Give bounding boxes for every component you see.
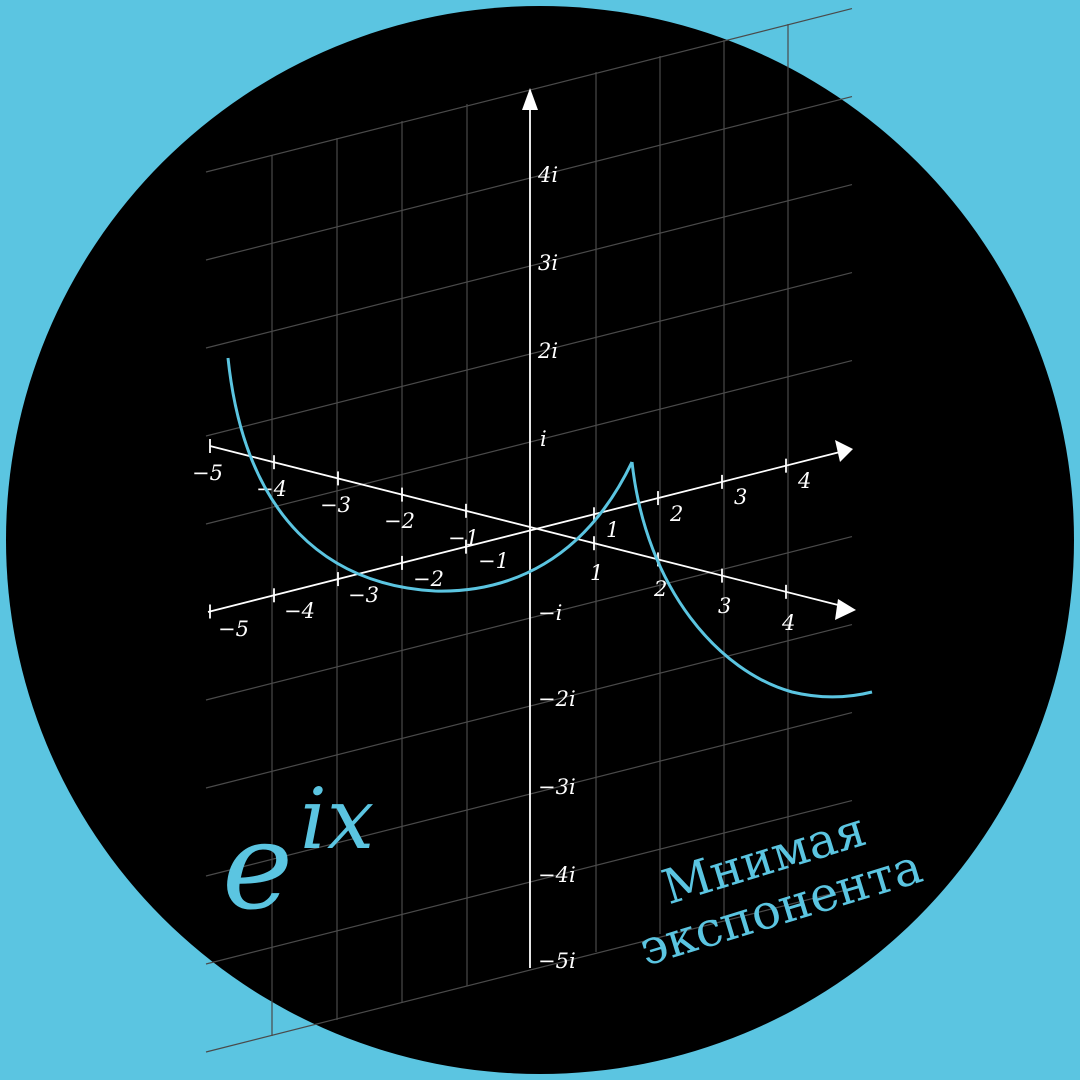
right-curve: [630, 461, 873, 699]
function-curves: [226, 357, 873, 699]
imag-label-2i: 2i: [537, 339, 558, 363]
imag-label-minus-2i: −2i: [538, 687, 576, 711]
axis-b-label-minus-2: −2: [384, 509, 415, 533]
real-axis-b: [209, 445, 843, 607]
grid-line-slanted: [205, 7, 853, 173]
axis-a-label-minus-4: −4: [284, 599, 315, 623]
axis-b-label-1: 1: [590, 561, 603, 585]
left-curve: [226, 357, 634, 593]
axis-a-label-minus-1: −1: [478, 549, 509, 573]
real-axis-a: [207, 451, 841, 613]
axis-b-label-4: 4: [781, 611, 795, 635]
axis-a-label-minus-2: −2: [413, 567, 444, 591]
grid-line-slanted: [205, 711, 853, 877]
axis-b-label-2: 2: [653, 577, 667, 601]
axis-ticks: [209, 439, 787, 619]
grid-line-slanted: [205, 623, 853, 789]
black-disc: [6, 6, 1074, 1074]
formula-base: e: [222, 798, 293, 937]
imag-label-minus-3i: −3i: [538, 775, 576, 799]
axis-b-label-minus-3: −3: [320, 493, 351, 517]
axis-b-label-3: 3: [718, 594, 731, 618]
grid-line-slanted: [205, 887, 853, 1053]
grid-line-slanted: [205, 271, 853, 437]
real-axis-b-arrowhead: [835, 599, 856, 620]
axis-tick-labels: 4i 3i 2i i −i −2i −3i −4i −5i −5 −4 −3 −…: [192, 163, 811, 973]
grid-line-slanted: [205, 535, 853, 701]
imag-label-3i: 3i: [538, 251, 558, 275]
grid-line-slanted: [205, 183, 853, 349]
imag-label-i: i: [540, 427, 547, 451]
real-axis-a-arrowhead: [835, 440, 853, 462]
axis-a-label-1: 1: [606, 518, 619, 542]
axis-a-label-4: 4: [797, 469, 811, 493]
axis-a-label-2: 2: [669, 502, 683, 526]
formula-exponent: ix: [300, 770, 374, 868]
axis-b-label-minus-1: −1: [448, 526, 479, 550]
imag-label-minus-4i: −4i: [538, 863, 576, 887]
grid-line-slanted: [205, 95, 853, 261]
grid-line-slanted: [205, 359, 853, 525]
axis-a-label-minus-5: −5: [218, 617, 249, 641]
imag-label-minus-5i: −5i: [538, 949, 576, 973]
grid-line-slanted: [205, 799, 853, 965]
axis-b-label-minus-5: −5: [192, 461, 223, 485]
imaginary-axis-arrowhead: [522, 88, 538, 110]
formula: e ix: [222, 770, 374, 937]
imag-label-4i: 4i: [537, 163, 558, 187]
axis-a-label-minus-3: −3: [348, 583, 379, 607]
imag-label-minus-i: −i: [538, 601, 562, 625]
axes: [207, 88, 856, 968]
axis-a-label-3: 3: [734, 485, 747, 509]
